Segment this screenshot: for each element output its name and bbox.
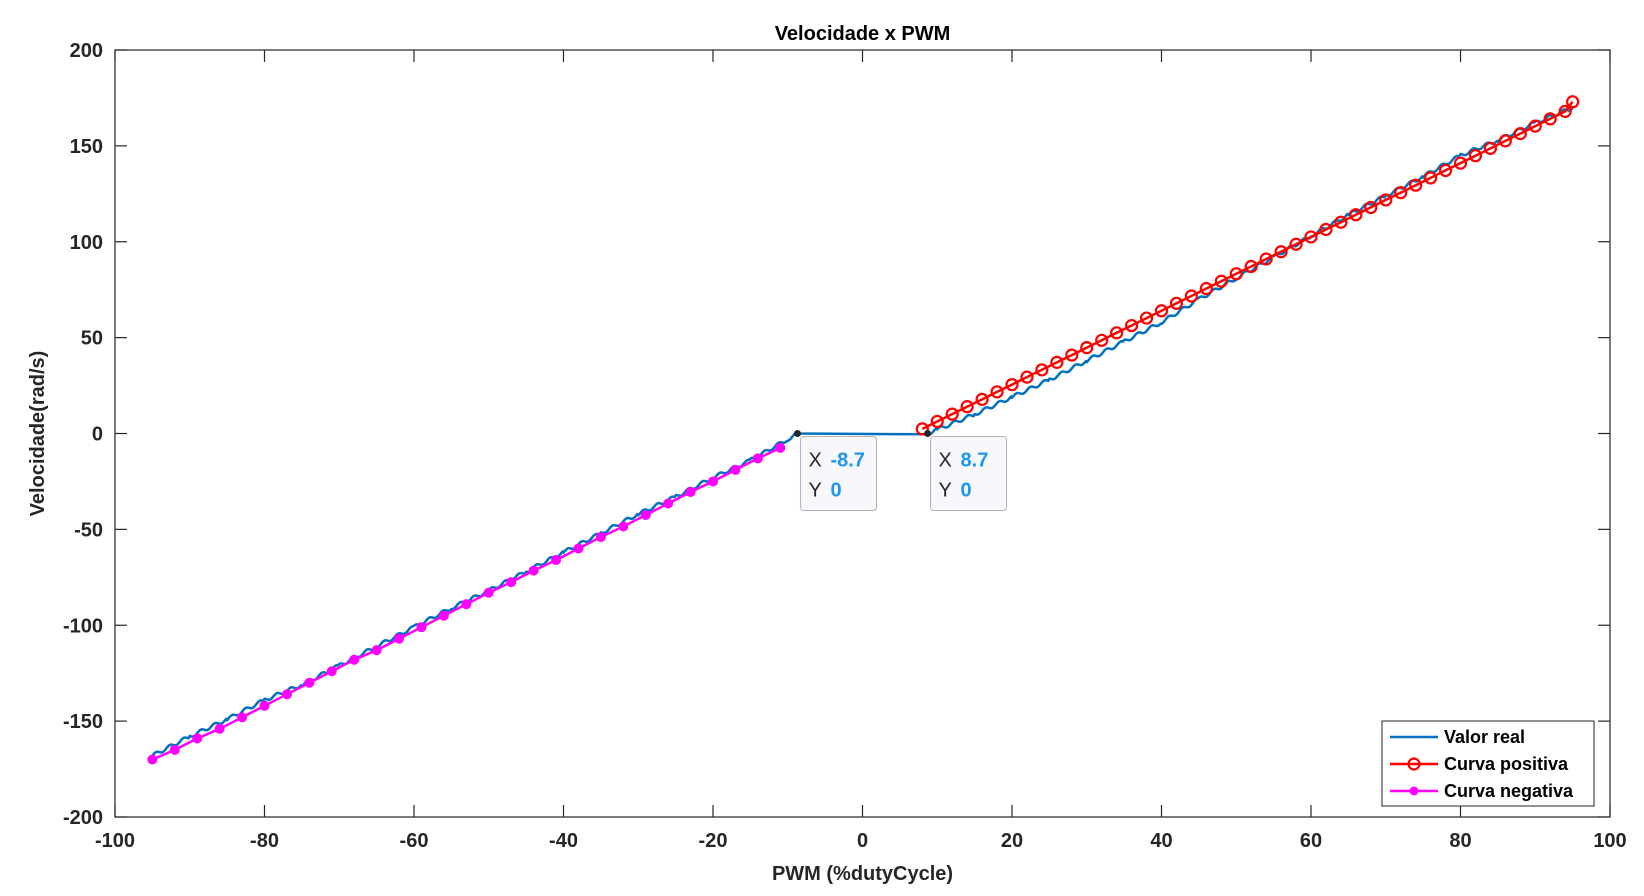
x-axis-label: PWM (%dutyCycle) xyxy=(772,863,953,885)
data-point-dot xyxy=(574,544,583,553)
data-point-dot xyxy=(238,713,247,722)
data-point-dot xyxy=(350,655,359,664)
y-tick-label: -150 xyxy=(63,711,103,733)
x-tick-label: 0 xyxy=(857,830,868,852)
datatip-x-key: X xyxy=(939,450,952,472)
legend-label: Curva negativa xyxy=(1444,781,1574,801)
x-tick-label: 20 xyxy=(1001,830,1023,852)
y-tick-label: -50 xyxy=(74,519,103,541)
data-point-dot xyxy=(753,454,762,463)
data-point-dot xyxy=(619,522,628,531)
legend: Valor real Curva positiva Curva negativa xyxy=(1382,721,1594,806)
data-point-dot xyxy=(686,487,695,496)
data-point-dot xyxy=(417,623,426,632)
data-point-dot xyxy=(170,745,179,754)
y-tick-label: -100 xyxy=(63,615,103,637)
y-tick-label: 0 xyxy=(92,424,103,446)
datatip-x-value: -8.7 xyxy=(830,450,864,472)
datatip-y-key: Y xyxy=(808,480,821,502)
x-tick-label: 100 xyxy=(1593,830,1626,852)
x-tick-label: -100 xyxy=(95,830,135,852)
data-point-dot xyxy=(641,510,650,519)
legend-label: Valor real xyxy=(1444,727,1525,747)
x-tick-label: 80 xyxy=(1449,830,1471,852)
data-point-dot xyxy=(215,724,224,733)
datatip[interactable]: X 8.7 Y 0 xyxy=(924,430,1007,511)
x-tick-label: -40 xyxy=(549,830,578,852)
data-point-dot xyxy=(282,690,291,699)
data-point-dot xyxy=(372,646,381,655)
data-point-dot xyxy=(507,578,516,587)
y-tick-label: 50 xyxy=(81,328,103,350)
datatip-y-value: 0 xyxy=(961,480,972,502)
x-tick-label: 40 xyxy=(1150,830,1172,852)
datatip-y-key: Y xyxy=(939,480,952,502)
datatip-anchor xyxy=(924,430,931,437)
y-axis-label: Velocidade(rad/s) xyxy=(27,351,49,517)
y-tick-label: 100 xyxy=(70,232,103,254)
datatip-y-value: 0 xyxy=(830,480,841,502)
data-point-dot xyxy=(776,443,785,452)
datatip[interactable]: X -8.7 Y 0 xyxy=(794,430,877,511)
data-point-dot xyxy=(731,465,740,474)
data-point-dot xyxy=(260,701,269,710)
data-point-dot xyxy=(148,755,157,764)
data-point-dot xyxy=(395,634,404,643)
datatip-x-value: 8.7 xyxy=(961,450,989,472)
y-tick-label: 200 xyxy=(70,40,103,62)
data-point-dot xyxy=(664,499,673,508)
datatip-x-key: X xyxy=(808,450,821,472)
datatip-anchor xyxy=(794,430,801,437)
legend-label: Curva positiva xyxy=(1444,754,1569,774)
x-tick-label: -60 xyxy=(400,830,429,852)
data-point-dot xyxy=(439,611,448,620)
x-tick-label: -80 xyxy=(250,830,279,852)
data-point-dot xyxy=(484,588,493,597)
y-tick-label: 150 xyxy=(70,136,103,158)
data-point-dot xyxy=(552,556,561,565)
data-point-dot xyxy=(529,566,538,575)
data-point-dot xyxy=(193,734,202,743)
data-point-dot xyxy=(462,600,471,609)
data-point-dot xyxy=(596,533,605,542)
chart-title: Velocidade x PWM xyxy=(775,23,951,45)
y-tick-label: -200 xyxy=(63,807,103,829)
x-tick-label: 60 xyxy=(1300,830,1322,852)
data-point-dot xyxy=(709,477,718,486)
legend-marker xyxy=(1410,787,1419,796)
data-point-dot xyxy=(327,667,336,676)
data-point-dot xyxy=(305,678,314,687)
x-tick-label: -20 xyxy=(699,830,728,852)
